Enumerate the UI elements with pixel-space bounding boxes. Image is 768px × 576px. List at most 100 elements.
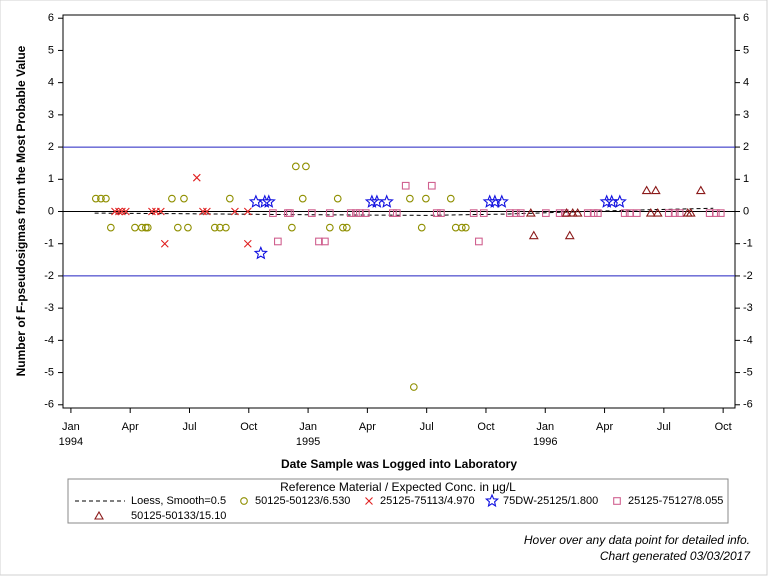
point[interactable] (231, 207, 239, 216)
legend-title: Reference Material / Expected Conc. in µ… (280, 480, 516, 494)
point[interactable] (542, 209, 550, 217)
point[interactable] (564, 230, 575, 240)
point[interactable] (645, 208, 656, 217)
point[interactable] (364, 194, 379, 208)
point[interactable] (589, 209, 598, 217)
point[interactable] (432, 209, 441, 217)
point[interactable] (321, 237, 329, 246)
point[interactable] (115, 207, 123, 216)
point[interactable] (286, 209, 294, 217)
point[interactable] (389, 209, 397, 217)
point[interactable] (168, 194, 176, 203)
point[interactable] (511, 209, 520, 217)
point[interactable] (417, 223, 426, 232)
point[interactable] (210, 223, 219, 232)
point[interactable] (482, 194, 497, 208)
point[interactable] (273, 237, 282, 246)
point[interactable] (528, 230, 539, 240)
point[interactable] (695, 185, 706, 195)
point[interactable] (315, 237, 323, 246)
point[interactable] (685, 208, 696, 217)
point[interactable] (716, 209, 725, 217)
point[interactable] (406, 194, 414, 203)
point[interactable] (675, 209, 684, 217)
point[interactable] (222, 223, 230, 232)
point[interactable] (437, 209, 445, 217)
point[interactable] (555, 209, 564, 217)
point[interactable] (288, 223, 296, 232)
point[interactable] (261, 194, 276, 208)
point[interactable] (156, 207, 165, 216)
point[interactable] (567, 208, 578, 217)
point[interactable] (379, 194, 394, 208)
point[interactable] (202, 207, 211, 216)
point[interactable] (302, 162, 310, 171)
point[interactable] (670, 209, 679, 217)
point[interactable] (409, 383, 418, 391)
point[interactable] (160, 239, 169, 248)
point[interactable] (102, 194, 110, 203)
point[interactable] (446, 194, 455, 203)
point[interactable] (572, 208, 583, 217)
point[interactable] (269, 209, 277, 217)
y-tick-label: -3 (743, 302, 753, 314)
y-tick-label: -6 (743, 399, 753, 411)
point[interactable] (525, 208, 536, 217)
point[interactable] (243, 207, 252, 216)
legend-label: 50125-50123/6.530 (255, 495, 350, 507)
point[interactable] (325, 223, 334, 232)
point[interactable] (333, 194, 342, 203)
point[interactable] (650, 185, 661, 195)
point[interactable] (184, 223, 192, 232)
point[interactable] (143, 223, 152, 232)
point[interactable] (422, 194, 430, 203)
point[interactable] (427, 181, 436, 190)
point[interactable] (506, 209, 514, 217)
point[interactable] (325, 209, 334, 217)
point[interactable] (225, 194, 234, 203)
point[interactable] (298, 194, 307, 203)
point[interactable] (641, 185, 652, 195)
point[interactable] (599, 194, 614, 208)
point[interactable] (342, 223, 351, 232)
point[interactable] (97, 194, 105, 203)
point[interactable] (458, 223, 466, 232)
point[interactable] (173, 223, 182, 232)
x-tick-label: Oct (477, 421, 494, 433)
point[interactable] (307, 209, 316, 217)
point[interactable] (652, 208, 663, 217)
point[interactable] (106, 223, 115, 232)
point[interactable] (494, 194, 509, 208)
point[interactable] (632, 209, 641, 217)
point[interactable] (192, 173, 201, 182)
point[interactable] (257, 194, 272, 208)
y-tick-label: -5 (44, 366, 54, 378)
point[interactable] (620, 209, 629, 217)
point[interactable] (346, 209, 355, 217)
point[interactable] (561, 208, 572, 217)
point[interactable] (253, 245, 268, 260)
point[interactable] (516, 209, 525, 217)
point[interactable] (461, 223, 470, 232)
point[interactable] (711, 209, 720, 217)
point[interactable] (612, 194, 627, 208)
point[interactable] (243, 239, 252, 248)
point[interactable] (216, 223, 224, 232)
point[interactable] (474, 237, 483, 246)
point[interactable] (583, 209, 592, 217)
point[interactable] (356, 209, 364, 217)
point[interactable] (121, 207, 130, 216)
point[interactable] (180, 194, 188, 203)
point[interactable] (469, 209, 478, 217)
point[interactable] (361, 209, 370, 217)
point[interactable] (291, 162, 300, 171)
point[interactable] (479, 209, 488, 217)
point[interactable] (339, 223, 347, 232)
point[interactable] (352, 209, 360, 217)
point[interactable] (91, 194, 100, 203)
point[interactable] (138, 223, 146, 232)
point[interactable] (664, 209, 673, 217)
point[interactable] (593, 209, 602, 217)
point[interactable] (401, 181, 410, 190)
point[interactable] (392, 209, 401, 217)
